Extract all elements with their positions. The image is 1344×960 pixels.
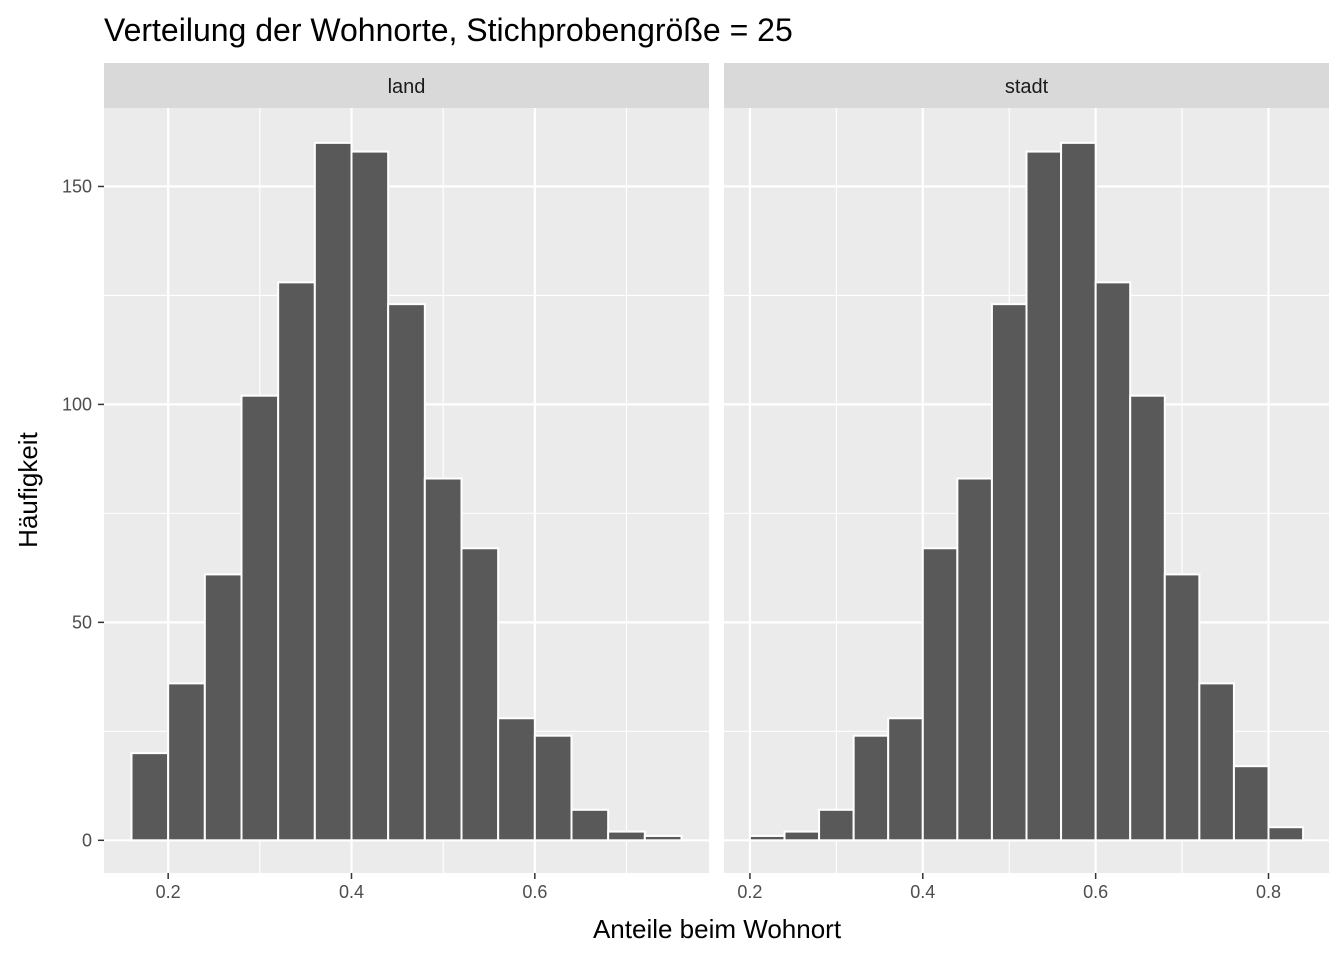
histogram-bar: [497, 717, 536, 842]
histogram-bar: [643, 834, 683, 842]
histogram-bar: [313, 141, 353, 842]
x-tick-label: 0.6: [522, 882, 547, 902]
histogram-bar: [130, 752, 170, 842]
histogram-bar: [921, 547, 959, 842]
facet-panel-land: land 0.2 0.4 0.6 0 50 100 150: [62, 63, 709, 902]
histogram-bar: [1129, 394, 1166, 842]
histogram-bar: [1198, 682, 1235, 842]
facet-strip: [104, 63, 709, 108]
histogram-bar: [852, 734, 890, 842]
histogram-bar: [956, 477, 993, 842]
y-tick-label: 50: [72, 612, 92, 632]
facet-strip-label: land: [388, 76, 426, 98]
histogram-bar: [1163, 573, 1201, 842]
histogram-bar: [1094, 281, 1132, 842]
facet-panels: land 0.2 0.4 0.6 0 50 100 150 stadt 0.2 0.4 0.6 0.8: [62, 63, 1329, 902]
y-axis-title: Häufigkeit: [13, 431, 43, 547]
facet-panel-stadt: stadt 0.2 0.4 0.6 0.8: [724, 63, 1329, 902]
histogram-bars: [130, 141, 683, 842]
y-tick-label: 150: [62, 176, 92, 196]
y-axis: 0 50 100 150: [62, 176, 104, 850]
histogram-bar: [748, 834, 786, 842]
x-axis: 0.2 0.4 0.6: [156, 873, 547, 902]
histogram-bar: [990, 303, 1028, 842]
x-tick-label: 0.4: [339, 882, 364, 902]
histogram-bar: [1267, 826, 1305, 842]
facet-strip: [724, 63, 1329, 108]
histogram-bar: [783, 830, 821, 842]
y-tick-label: 0: [82, 830, 92, 850]
x-tick-label: 0.2: [737, 882, 762, 902]
histogram-bar: [240, 394, 280, 842]
histogram-bar: [460, 547, 500, 842]
x-tick-label: 0.8: [1256, 882, 1281, 902]
x-tick-label: 0.6: [1083, 882, 1108, 902]
facet-strip-label: stadt: [1005, 76, 1049, 98]
histogram-bar: [277, 281, 316, 842]
histogram-bar: [887, 717, 924, 842]
histogram-bar: [423, 477, 463, 842]
histogram-bar: [533, 734, 573, 842]
x-axis-title: Anteile beim Wohnort: [593, 914, 842, 944]
histogram-bar: [1025, 150, 1063, 842]
histogram-bar: [203, 573, 243, 842]
histogram-bars: [748, 141, 1305, 842]
histogram-bar: [607, 830, 646, 842]
histogram-bar: [1232, 765, 1270, 842]
x-tick-label: 0.4: [910, 882, 935, 902]
chart-title: Verteilung der Wohnorte, Stichprobengröß…: [104, 12, 793, 48]
histogram-bar: [570, 808, 610, 842]
histogram-bar: [818, 808, 855, 842]
x-axis: 0.2 0.4 0.6 0.8: [737, 873, 1281, 902]
x-tick-label: 0.2: [156, 882, 181, 902]
histogram-bar: [167, 682, 206, 842]
histogram-bar: [350, 150, 390, 842]
y-tick-label: 100: [62, 394, 92, 414]
histogram-bar: [1060, 141, 1097, 842]
histogram-bar: [387, 303, 426, 842]
